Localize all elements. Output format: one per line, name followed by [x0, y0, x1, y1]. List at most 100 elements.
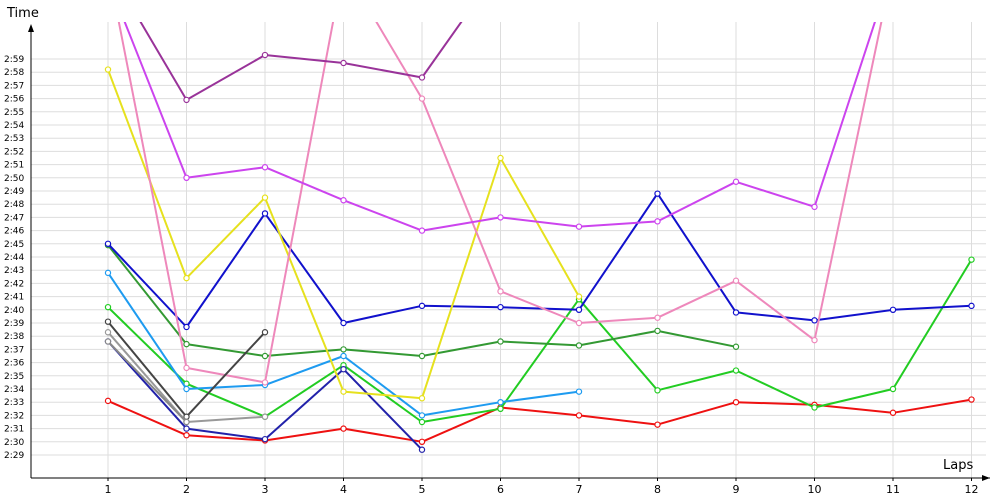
series-8 [117, 22, 883, 386]
data-point [183, 418, 190, 426]
x-tick-label: 12 [965, 483, 979, 496]
data-point [340, 425, 347, 432]
data-point [497, 399, 504, 406]
y-tick-label: 2:45 [4, 240, 24, 250]
series-11 [104, 318, 269, 420]
data-point [968, 396, 975, 403]
data-point [418, 395, 426, 402]
data-point [183, 274, 190, 282]
data-point [418, 438, 426, 445]
x-tick-label: 1 [105, 483, 112, 496]
y-tick-label: 2:49 [4, 187, 24, 197]
x-tick-label: 6 [497, 483, 504, 496]
data-point [418, 446, 426, 453]
data-point [104, 329, 112, 336]
y-tick-label: 2:36 [4, 359, 24, 369]
y-tick-label: 2:31 [4, 425, 24, 435]
y-tick-label: 2:46 [4, 227, 24, 237]
data-point [183, 385, 190, 393]
data-point [261, 379, 269, 386]
y-tick-label: 2:42 [4, 279, 24, 289]
series-7 [104, 66, 583, 402]
y-tick-label: 2:47 [4, 213, 24, 223]
data-point [654, 421, 661, 428]
data-point [811, 404, 818, 411]
data-point [497, 288, 504, 295]
y-tick-label: 2:58 [4, 68, 24, 78]
data-point [575, 319, 583, 327]
data-point [732, 277, 740, 284]
data-point [104, 397, 112, 405]
data-point [575, 388, 583, 395]
data-point [340, 352, 347, 360]
series-10 [139, 22, 463, 104]
data-point [418, 227, 426, 234]
data-point [497, 338, 504, 345]
x-tick-label: 3 [262, 483, 269, 496]
data-point [104, 240, 112, 247]
y-tick-label: 2:50 [4, 174, 24, 184]
data-point [575, 293, 583, 300]
data-point [104, 318, 112, 325]
series-line [107, 259, 973, 423]
data-point [732, 367, 740, 374]
x-axis-arrow [982, 475, 990, 481]
series-line [107, 398, 972, 443]
series-9 [123, 22, 876, 234]
y-tick-label: 2:30 [4, 438, 24, 448]
series-3 [104, 241, 740, 360]
x-tick-label: 2 [183, 483, 190, 496]
data-point [104, 338, 112, 345]
data-point [183, 364, 190, 372]
data-point [497, 405, 504, 412]
data-point [575, 412, 583, 419]
x-tick-label: 11 [886, 483, 900, 496]
y-tick-label: 2:29 [4, 451, 24, 461]
x-tick-label: 7 [576, 483, 583, 496]
data-point [261, 329, 269, 336]
y-tick-label: 2:56 [4, 95, 24, 105]
data-point [340, 388, 347, 395]
y-tick-label: 2:57 [4, 81, 24, 91]
data-point [497, 214, 504, 221]
y-tick-label: 2:33 [4, 398, 24, 408]
data-point [183, 174, 190, 181]
y-tick-label: 2:34 [4, 385, 24, 395]
data-point [261, 435, 269, 443]
data-point [340, 346, 347, 353]
data-point [104, 303, 112, 311]
data-point [732, 309, 740, 316]
x-tick-label: 10 [808, 483, 822, 496]
y-tick-label: 2:35 [4, 372, 24, 382]
y-tick-label: 2:32 [4, 411, 24, 421]
data-point [183, 432, 190, 439]
y-tick-label: 2:52 [4, 147, 24, 157]
data-point [340, 366, 347, 373]
data-point [183, 340, 190, 348]
data-point [732, 399, 740, 406]
data-point [104, 269, 112, 277]
series-4 [104, 190, 975, 331]
series-13 [104, 338, 190, 426]
data-point [497, 154, 504, 162]
data-point [261, 194, 269, 201]
data-point [104, 66, 112, 73]
data-point [418, 95, 426, 102]
data-point [889, 409, 897, 416]
data-point [261, 51, 269, 59]
y-tick-label: 2:40 [4, 306, 24, 316]
data-point [575, 342, 583, 349]
data-point [654, 387, 661, 394]
data-point [418, 412, 426, 419]
series-line [107, 192, 972, 328]
data-point [811, 317, 818, 324]
data-point [654, 327, 661, 335]
data-point [418, 352, 426, 360]
data-point [811, 336, 818, 344]
y-tick-label: 2:55 [4, 108, 24, 118]
y-tick-label: 2:51 [4, 161, 24, 171]
data-point [183, 323, 190, 331]
data-point [811, 203, 818, 211]
